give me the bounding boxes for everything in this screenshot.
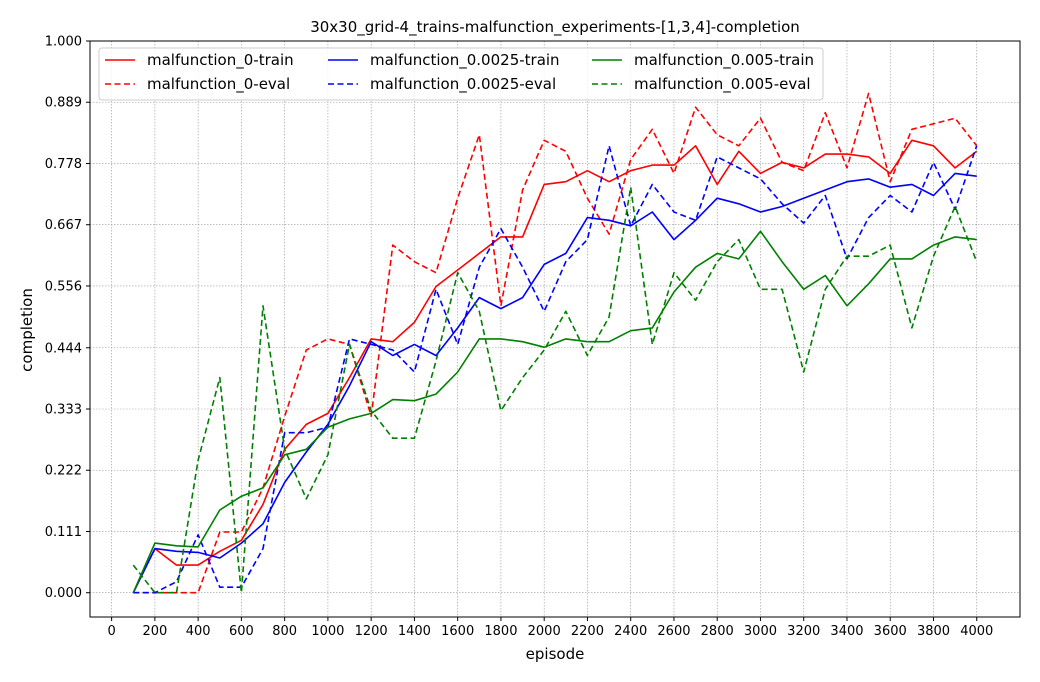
y-tick-label: 0.444: [45, 341, 82, 356]
y-tick-label: 0.222: [45, 464, 82, 479]
y-axis-ticks: 0.000 0.111 0.222 0.333 0.444 0.556 0.667 0.778…: [45, 35, 90, 601]
x-tick-label: 4000: [960, 624, 993, 639]
x-tick-label: 1400: [398, 624, 431, 639]
x-tick-label: 3200: [787, 624, 820, 639]
x-tick-label: 1800: [484, 624, 517, 639]
series-line-malfunction_0-train: [132, 139, 978, 594]
legend: malfunction_0-train malfunction_0-eval mal…: [98, 47, 824, 101]
y-tick-label: 0.778: [45, 157, 82, 172]
y-tick-label: 0.889: [45, 96, 82, 111]
y-tick-label: 0.000: [45, 586, 82, 601]
legend-label-malfunction_0.0025-eval: malfunction_0.0025-eval: [370, 75, 556, 94]
y-tick-label: 0.111: [45, 525, 82, 540]
x-tick-label: 1200: [355, 624, 388, 639]
legend-box: [98, 47, 824, 101]
x-tick-label: 3000: [744, 624, 777, 639]
x-tick-label: 800: [272, 624, 297, 639]
x-tick-label: 3800: [917, 624, 950, 639]
x-tick-label: 1600: [441, 624, 474, 639]
series-line-malfunction_0.0025-train: [132, 172, 977, 594]
x-tick-label: 1000: [311, 624, 344, 639]
x-tick-label: 200: [142, 624, 167, 639]
y-tick-label: 0.667: [45, 218, 82, 233]
chart-title: 30x30_grid-4_trains-malfunction_experime…: [310, 18, 800, 37]
x-tick-label: 400: [186, 624, 211, 639]
y-tick-label: 1.000: [45, 35, 82, 50]
legend-label-malfunction_0-eval: malfunction_0-eval: [147, 75, 290, 94]
legend-label-malfunction_0.005-eval: malfunction_0.005-eval: [634, 75, 811, 94]
x-tick-label: 3400: [830, 624, 863, 639]
y-tick-label: 0.333: [45, 403, 82, 418]
x-tick-label: 2400: [614, 624, 647, 639]
y-axis-title: completion: [18, 288, 36, 372]
y-tick-label: 0.556: [45, 279, 82, 294]
series-line-malfunction_0.005-eval: [132, 186, 978, 594]
series-line-malfunction_0.0025-eval: [133, 145, 978, 594]
x-tick-label: 3600: [874, 624, 907, 639]
series-lines: [132, 92, 978, 594]
x-tick-label: 600: [229, 624, 254, 639]
legend-label-malfunction_0.0025-train: malfunction_0.0025-train: [370, 51, 560, 70]
x-tick-label: 2200: [571, 624, 604, 639]
x-tick-label: 2800: [701, 624, 734, 639]
x-axis-ticks: 0 200 400 600 800 1000 1200 1400 1600 1800 2000 220…: [107, 617, 993, 639]
x-tick-label: 2600: [657, 624, 690, 639]
x-axis-title: episode: [526, 645, 585, 663]
legend-label-malfunction_0-train: malfunction_0-train: [147, 51, 294, 70]
series-line-malfunction_0-eval: [133, 92, 978, 594]
plot-frame: [89, 40, 1021, 618]
series-line-malfunction_0.005-train: [132, 230, 977, 594]
x-tick-label: 2000: [528, 624, 561, 639]
legend-label-malfunction_0.005-train: malfunction_0.005-train: [634, 51, 814, 70]
x-tick-label: 0: [107, 624, 115, 639]
